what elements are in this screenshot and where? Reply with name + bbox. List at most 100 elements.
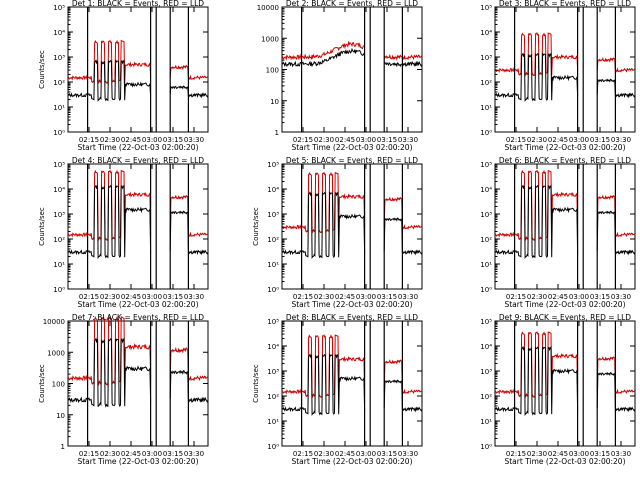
y-tick-label: 10⁵ [53,4,65,12]
y-tick-label: 10⁰ [267,286,279,294]
x-axis-label: Start Time (22-Oct-03 02:00:20) [77,300,198,309]
y-tick-label: 10³ [267,211,279,219]
y-tick-label: 10⁵ [480,161,492,169]
x-tick-label: 02:45 [335,450,355,458]
x-tick-label: 02:15 [79,136,99,144]
panel-title: Det 2: BLACK = Events, RED = LLD [286,0,418,8]
y-tick-label: 10⁰ [480,286,492,294]
y-tick-label: 10⁵ [480,4,492,12]
x-tick-label: 02:30 [314,293,334,301]
x-tick-label: 03:15 [590,450,610,458]
events-series-line [281,352,423,417]
x-tick-label: 02:45 [548,293,568,301]
lld-series-line [281,334,423,399]
x-tick-label: 03:15 [590,136,610,144]
x-tick-label: 02:15 [293,293,313,301]
panel-title: Det 5: BLACK = Events, RED = LLD [286,156,418,165]
y-tick-label: 10¹ [480,418,492,426]
events-series-line [281,190,423,260]
events-series-line [67,184,209,260]
y-axis-label: Counts/sec [38,364,46,403]
x-tick-label: 03:15 [377,136,397,144]
plot-frame [67,163,209,290]
panel-title: Det 9: BLACK = Events, RED = LLD [499,313,631,322]
y-tick-label: 10¹ [480,104,492,112]
y-tick-label: 1 [275,129,279,137]
y-tick-label: 10⁴ [267,186,279,194]
y-tick-label: 10⁵ [267,161,279,169]
y-tick-label: 10¹ [53,261,65,269]
x-tick-label: 02:30 [314,450,334,458]
x-tick-label: 02:45 [121,293,141,301]
x-tick-label: 02:45 [335,136,355,144]
x-tick-label: 02:15 [79,450,99,458]
y-tick-label: 10² [53,236,65,244]
y-tick-label: 10³ [53,211,65,219]
y-tick-label: 10 [56,412,65,420]
y-tick-label: 10⁴ [267,343,279,351]
y-tick-label: 10² [267,393,279,401]
events-series-line [67,58,209,103]
x-tick-label: 02:30 [527,293,547,301]
x-axis-label: Start Time (22-Oct-03 02:00:20) [291,457,412,466]
lld-series-line [67,39,209,85]
lld-series-line [281,171,423,234]
x-tick-label: 03:00 [356,136,376,144]
y-tick-label: 10⁵ [267,318,279,326]
x-tick-label: 02:30 [314,136,334,144]
x-tick-label: 03:00 [569,293,589,301]
y-tick-label: 10⁴ [480,29,492,37]
y-tick-label: 10⁴ [480,186,492,194]
events-series-line [494,184,636,260]
y-tick-label: 10⁰ [480,129,492,137]
y-tick-label: 10⁰ [53,129,65,137]
y-tick-label: 10⁵ [53,161,65,169]
y-tick-label: 10² [480,393,492,401]
x-tick-label: 02:30 [100,136,120,144]
events-series-line [494,345,636,417]
lld-series-line [494,31,636,77]
x-tick-label: 02:45 [335,293,355,301]
plot-frame [281,320,423,447]
y-tick-label: 10¹ [53,104,65,112]
x-tick-label: 03:30 [611,450,631,458]
y-tick-label: 10¹ [267,261,279,269]
y-tick-label: 10⁴ [53,29,65,37]
x-tick-label: 03:15 [163,293,183,301]
panel-det-2: 1 10 100 1000 10000 02:15 02:30 02:45 03:00 03:15… [257,0,423,152]
y-tick-label: 10² [480,79,492,87]
x-tick-label: 03:15 [377,450,397,458]
x-tick-label: 03:00 [569,450,589,458]
events-series-line [281,47,423,68]
x-tick-label: 02:30 [100,450,120,458]
lld-series-line [494,330,636,399]
y-tick-label: 10¹ [480,261,492,269]
x-axis-label: Start Time (22-Oct-03 02:00:20) [504,300,625,309]
y-tick-label: 10⁴ [480,343,492,351]
panel-title: Det 7: BLACK = Events, RED = LLD [72,313,204,322]
x-tick-label: 03:30 [184,136,204,144]
y-tick-label: 10¹ [267,418,279,426]
panel-title: Det 6: BLACK = Events, RED = LLD [499,156,631,165]
x-tick-label: 03:15 [163,136,183,144]
x-tick-label: 03:30 [398,136,418,144]
y-tick-label: 1000 [47,349,65,357]
x-tick-label: 02:45 [121,136,141,144]
x-tick-label: 03:00 [142,136,162,144]
x-tick-label: 03:00 [142,450,162,458]
plot-frame [281,6,423,133]
y-axis-label: Counts/sec [252,364,260,403]
y-tick-label: 10⁰ [480,443,492,451]
y-tick-label: 10³ [267,368,279,376]
y-axis-label: Counts/sec [38,50,46,89]
x-axis-label: Start Time (22-Oct-03 02:00:20) [504,143,625,152]
x-tick-label: 03:00 [142,293,162,301]
x-tick-label: 02:15 [293,136,313,144]
x-tick-label: 03:15 [590,293,610,301]
x-tick-label: 02:30 [527,136,547,144]
x-tick-label: 03:00 [569,136,589,144]
